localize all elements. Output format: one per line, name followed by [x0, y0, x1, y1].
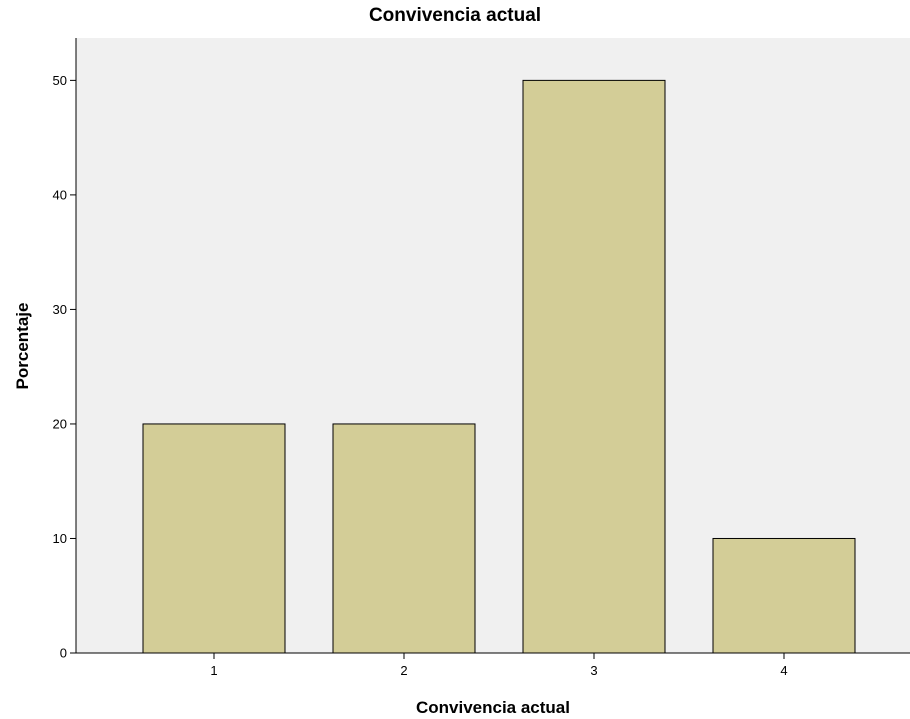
y-tick-label: 10 — [53, 531, 67, 546]
y-tick-label: 20 — [53, 416, 67, 431]
y-axis-label: Porcentaje — [13, 302, 32, 390]
x-tick-label: 2 — [400, 663, 407, 678]
x-axis-label: Convivencia actual — [415, 698, 570, 717]
bar-1 — [142, 423, 286, 654]
y-tick-label: 50 — [53, 73, 67, 88]
bar-2 — [332, 423, 476, 654]
x-tick-label: 4 — [780, 663, 787, 678]
x-tick-label: 3 — [590, 663, 597, 678]
bar-4 — [712, 537, 856, 654]
x-tick-label: 1 — [210, 663, 217, 678]
chart-title: Convivencia actual — [368, 5, 542, 26]
bar-3 — [522, 79, 666, 654]
y-ticks-group: 0 10 20 30 40 50 — [53, 73, 76, 661]
y-tick-label: 0 — [60, 646, 67, 661]
x-ticks-group: 1 2 3 4 — [210, 653, 788, 678]
y-tick-label: 40 — [53, 187, 67, 202]
y-tick-label: 30 — [53, 302, 67, 317]
bars-group — [142, 79, 856, 654]
